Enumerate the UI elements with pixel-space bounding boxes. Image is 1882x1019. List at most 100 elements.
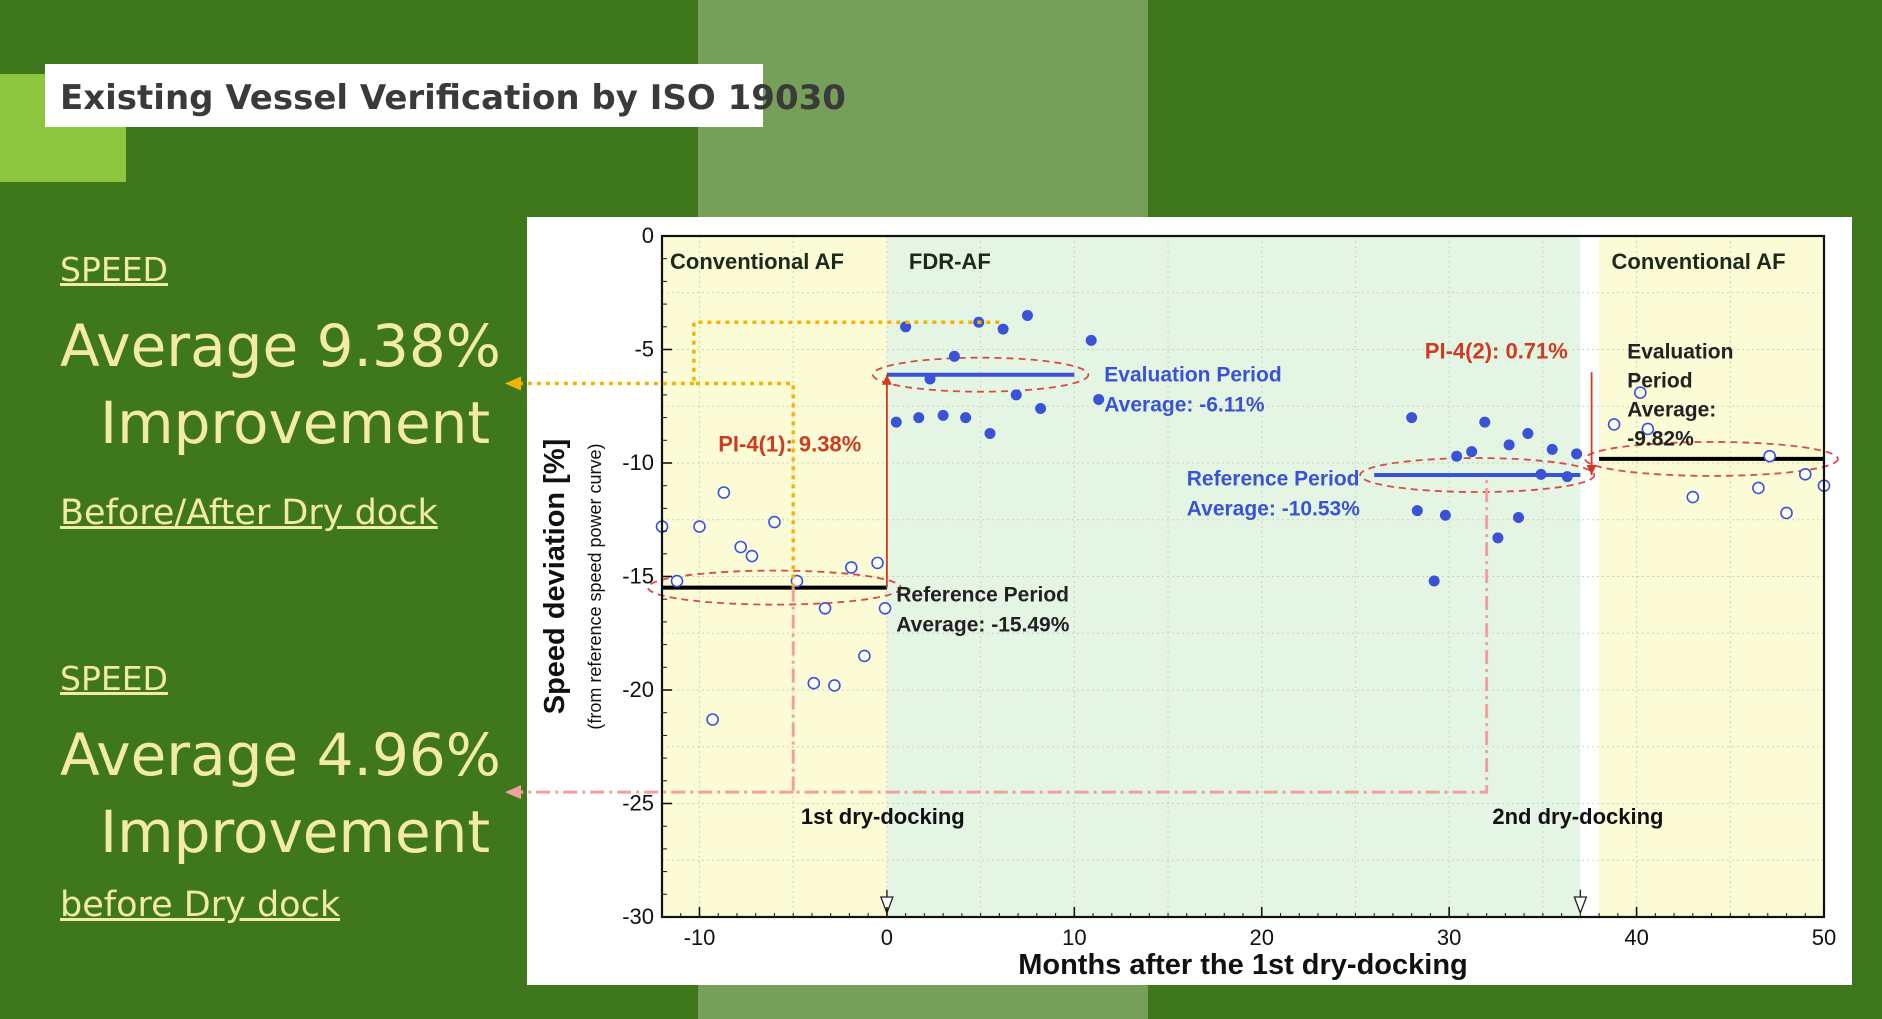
- average-label: Average: -10.53%: [1187, 498, 1360, 521]
- average-label: Period: [1627, 370, 1692, 393]
- data-point-filled: [1513, 511, 1525, 523]
- data-point-filled: [1085, 334, 1097, 346]
- data-point-filled: [1428, 575, 1440, 587]
- data-point-filled: [1451, 450, 1463, 462]
- data-point-open: [807, 676, 821, 690]
- data-point-open: [670, 574, 684, 588]
- region-label: Conventional AF: [1612, 249, 1786, 274]
- average-label: Average: -15.49%: [896, 613, 1069, 636]
- x-tick-label: 0: [881, 925, 893, 950]
- data-point-filled: [1503, 439, 1515, 451]
- data-point-filled: [1411, 505, 1423, 517]
- x-tick-label: 20: [1249, 925, 1273, 950]
- data-point-filled: [997, 323, 1009, 335]
- data-point-filled: [1035, 403, 1047, 415]
- pi-label: PI-4(2): 0.71%: [1425, 339, 1568, 364]
- x-tick-label: -10: [684, 925, 716, 950]
- event-label: 2nd dry-docking: [1492, 804, 1663, 829]
- data-point-open: [1752, 481, 1765, 495]
- data-point-filled: [984, 427, 996, 439]
- data-point-filled: [960, 412, 972, 424]
- x-tick-label: 30: [1437, 925, 1461, 950]
- average-label: -9.82%: [1627, 428, 1694, 451]
- y-tick-label: 0: [642, 223, 654, 248]
- data-point-filled: [973, 316, 985, 328]
- x-tick-label: 50: [1812, 925, 1836, 950]
- y-tick-label: -30: [622, 904, 654, 929]
- data-point-open: [878, 601, 892, 615]
- average-label: Average: -6.11%: [1104, 393, 1265, 416]
- data-point-open: [818, 601, 832, 615]
- data-point-filled: [890, 416, 902, 428]
- data-point-open: [858, 649, 871, 663]
- y-axis-label: Speed deviation [%]: [539, 439, 571, 715]
- data-point-filled: [924, 373, 936, 385]
- speed-deviation-chart: Conventional AF FDR-AF Conventional AF 1st …: [539, 223, 1839, 981]
- data-point-filled: [1522, 427, 1534, 439]
- average-ellipse: [1584, 441, 1839, 477]
- y-tick-label: -5: [634, 337, 654, 362]
- data-point-open: [717, 486, 731, 499]
- data-point-open: [1607, 418, 1621, 431]
- data-point-filled: [900, 321, 912, 333]
- y-tick-label: -15: [622, 564, 654, 589]
- average-label: Reference Period: [1187, 468, 1360, 491]
- x-axis-label: Months after the 1st dry-docking: [1018, 949, 1468, 981]
- slide-title: Existing Vessel Verification by ISO 1903…: [60, 78, 846, 118]
- data-point-open: [706, 713, 719, 726]
- event-label: 1st dry-docking: [801, 804, 965, 829]
- data-point-open: [1798, 468, 1812, 481]
- title-box: [45, 64, 763, 127]
- block2-heading: SPEED: [60, 659, 168, 698]
- pi-label: PI-4(1): 9.38%: [718, 432, 861, 457]
- data-point-filled: [1021, 309, 1033, 321]
- data-point-filled: [1571, 448, 1583, 460]
- block2-subtitle: Improvement: [100, 798, 491, 866]
- y-tick-label: -20: [622, 677, 654, 702]
- data-point-open: [693, 520, 706, 533]
- data-point-filled: [948, 350, 960, 362]
- data-point-open: [745, 549, 759, 563]
- block1-note: Before/After Dry dock: [60, 493, 438, 533]
- data-point-open: [1763, 449, 1776, 463]
- connector-arrowhead: [505, 785, 521, 800]
- block1-value: Average 9.38%: [60, 312, 501, 380]
- data-point-open: [790, 574, 804, 588]
- pi-arrowhead: [1586, 465, 1597, 476]
- average-label: Evaluation Period: [1104, 363, 1281, 386]
- data-point-filled: [1492, 532, 1504, 544]
- x-tick-label: 40: [1624, 925, 1648, 950]
- y-axis-sublabel: (from reference speed power curve): [585, 443, 605, 729]
- y-tick-label: -25: [622, 791, 654, 816]
- block2-value: Average 4.96%: [60, 721, 501, 789]
- data-point-open: [1641, 422, 1655, 436]
- data-point-open: [734, 540, 748, 554]
- data-point-filled: [1466, 446, 1478, 458]
- connector-arrowhead: [505, 376, 521, 391]
- average-label: Reference Period: [896, 583, 1069, 606]
- event-arrow: [1573, 896, 1588, 915]
- data-point-filled: [913, 412, 925, 424]
- data-point-open: [1686, 490, 1700, 504]
- average-label: Evaluation: [1627, 341, 1733, 364]
- data-point-open: [844, 561, 858, 574]
- average-label: Average:: [1627, 399, 1716, 422]
- region-label: Conventional AF: [670, 249, 844, 274]
- data-point-filled: [1479, 416, 1491, 428]
- y-tick-label: -10: [622, 450, 654, 475]
- data-point-filled: [937, 409, 949, 421]
- data-point-filled: [1439, 509, 1451, 521]
- data-point-open: [1780, 506, 1793, 520]
- data-point-filled: [1561, 471, 1573, 483]
- data-point-open: [828, 679, 841, 692]
- x-tick-label: 10: [1062, 925, 1086, 950]
- block1-heading: SPEED: [60, 250, 168, 289]
- data-point-filled: [1010, 389, 1022, 401]
- block1-subtitle: Improvement: [100, 389, 491, 457]
- data-point-open: [1634, 386, 1647, 399]
- block2-note: before Dry dock: [60, 885, 341, 925]
- data-point-filled: [1093, 393, 1105, 405]
- data-point-filled: [1535, 468, 1547, 480]
- event-arrow: [879, 896, 894, 915]
- data-point-open: [768, 515, 781, 529]
